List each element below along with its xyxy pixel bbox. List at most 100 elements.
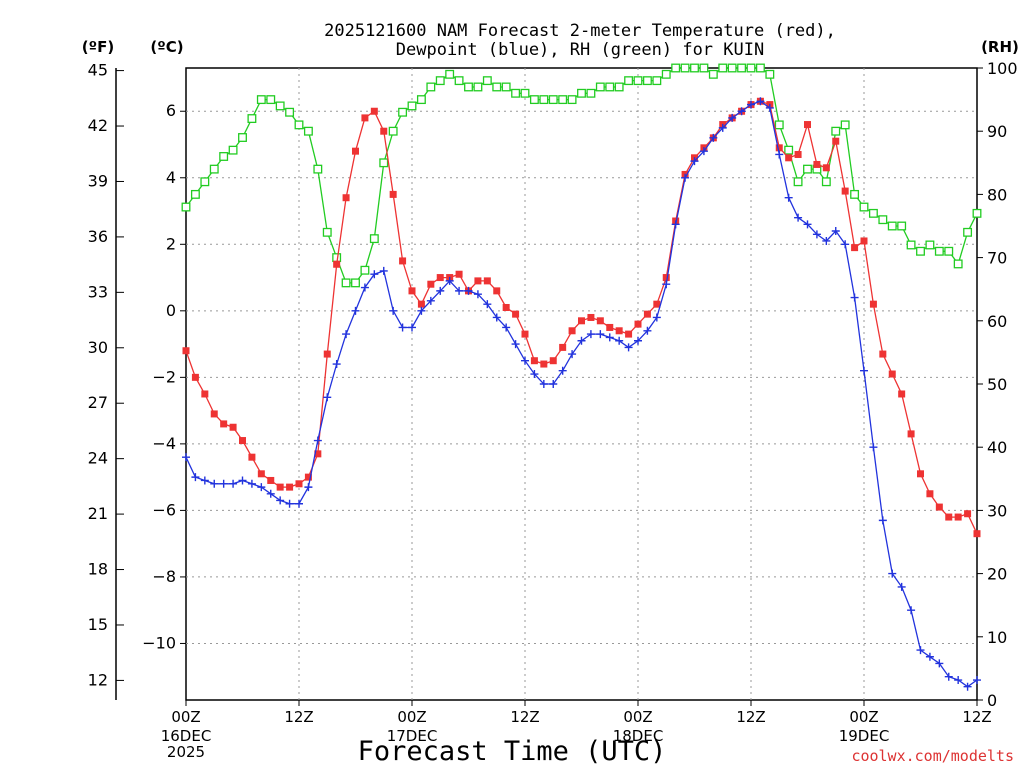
celsius-unit-label: (ºC) <box>150 38 183 56</box>
rh-point <box>482 76 492 86</box>
temperature-point <box>239 437 246 445</box>
rh-point <box>520 88 530 98</box>
temperature-point <box>888 370 896 378</box>
temperature-point <box>512 310 520 318</box>
dewpoint-point <box>615 336 624 345</box>
x-tick-label: 12Z <box>962 708 991 726</box>
rh-point <box>916 246 925 256</box>
dewpoint-point <box>417 306 426 315</box>
temperature-point <box>578 317 585 325</box>
x-tick-sublabel: 18DEC <box>613 727 664 745</box>
temperature-point <box>436 274 444 282</box>
dewpoint-point <box>530 370 539 379</box>
rh-tick-label: 60 <box>987 312 1007 331</box>
temperature-point <box>587 313 595 321</box>
temperature-point <box>954 513 962 521</box>
temperature-point <box>625 330 633 338</box>
rh-point <box>398 107 408 117</box>
dewpoint-point <box>690 157 699 166</box>
series-dewpoint <box>182 97 981 691</box>
dewpoint-point <box>850 293 859 302</box>
rh-point <box>840 120 850 130</box>
rh-point <box>294 120 304 130</box>
temperature-point <box>973 530 981 538</box>
temperature-point <box>568 327 576 335</box>
temperature-point <box>879 350 887 358</box>
rh-point <box>426 82 436 92</box>
rh-point <box>454 76 464 86</box>
fahrenheit-tick-label: 39 <box>88 171 108 190</box>
x-tick-label: 12Z <box>510 708 539 726</box>
rh-point <box>859 202 869 212</box>
celsius-tick-label: −2 <box>152 367 176 386</box>
rh-point <box>972 208 982 218</box>
celsius-tick-label: −4 <box>152 434 176 453</box>
temperature-point <box>917 470 924 478</box>
rh-point <box>746 63 756 73</box>
dewpoint-point <box>426 296 435 305</box>
temperature-point <box>540 360 548 368</box>
temperature-point <box>945 513 953 521</box>
temperature-point <box>455 270 463 278</box>
rh-point <box>642 76 652 86</box>
dewpoint-point <box>718 123 727 132</box>
rh-point <box>492 82 502 92</box>
x-tick-sublabel: 2025 <box>167 743 205 761</box>
celsius-tick-label: −8 <box>152 567 176 586</box>
rh-point <box>699 63 709 73</box>
temperature-point <box>851 244 859 252</box>
fahrenheit-tick-label: 45 <box>88 61 108 80</box>
temperature-point <box>926 490 934 498</box>
temperature-point <box>822 164 830 172</box>
rh-point <box>200 177 210 187</box>
rh-point <box>351 278 360 288</box>
grid-layer <box>186 68 977 700</box>
dewpoint-point <box>521 356 529 365</box>
rh-point <box>614 82 624 92</box>
dewpoint-point <box>360 283 369 292</box>
temperature-point <box>370 107 378 115</box>
fahrenheit-unit-label: (ºF) <box>82 38 114 56</box>
dewpoint-point <box>455 286 464 295</box>
fahrenheit-tick-label: 12 <box>88 670 108 689</box>
rh-point <box>765 69 775 79</box>
rh-point <box>445 69 455 79</box>
dewpoint-point <box>822 236 831 245</box>
rh-point <box>963 227 973 237</box>
dewpoint-point <box>210 479 219 488</box>
rh-point <box>624 76 634 86</box>
temperature-point <box>869 300 877 308</box>
x-tick-label: 12Z <box>284 708 313 726</box>
dewpoint-point <box>295 499 303 508</box>
temperature-point <box>841 187 849 195</box>
dewpoint-point <box>266 489 275 498</box>
temperature-point <box>530 357 538 365</box>
rh-point <box>925 240 935 250</box>
temperature-point <box>596 317 604 325</box>
temperature-point <box>493 287 501 295</box>
temperature-point <box>201 390 209 398</box>
temperature-point <box>417 300 425 308</box>
rh-point <box>219 152 229 161</box>
dewpoint-point <box>794 213 803 222</box>
temperature-point <box>775 144 783 152</box>
rh-point <box>803 164 812 174</box>
rh-point <box>774 120 784 130</box>
dewpoint-point <box>502 323 511 332</box>
fahrenheit-tick-label: 15 <box>88 615 108 634</box>
rh-point <box>897 221 907 231</box>
dewpoint-point <box>351 306 360 315</box>
dewpoint-point <box>699 147 708 156</box>
temperature-point <box>549 357 557 365</box>
temperature-point <box>427 280 435 288</box>
dewpoint-point <box>897 582 906 591</box>
rh-point <box>953 259 963 269</box>
rh-tick-label: 50 <box>987 375 1007 394</box>
dewpoint-point <box>643 326 652 335</box>
dewpoint-point <box>323 393 332 402</box>
rh-point <box>708 69 718 79</box>
dewpoint-point <box>652 313 661 322</box>
dewpoint-point <box>247 479 256 488</box>
temperature-point <box>898 390 906 398</box>
rh-point <box>633 76 643 86</box>
